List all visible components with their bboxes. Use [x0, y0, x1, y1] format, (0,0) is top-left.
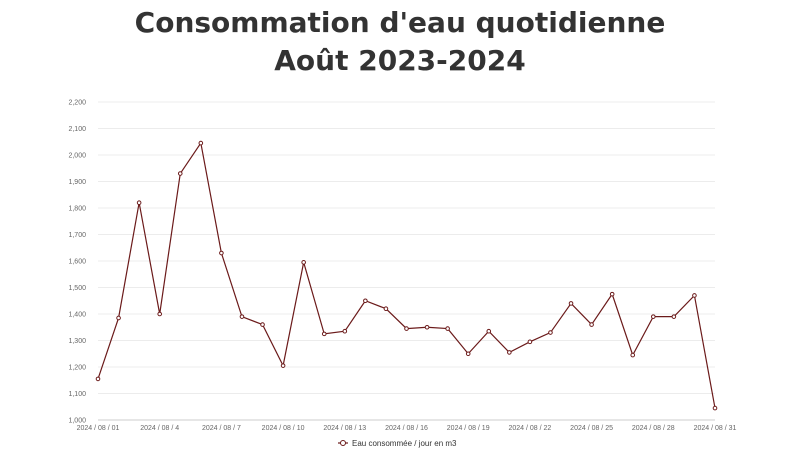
y-tick-label: 1,200	[68, 365, 86, 372]
data-point[interactable]	[712, 405, 718, 411]
data-point[interactable]	[589, 322, 594, 327]
data-point[interactable]	[486, 328, 492, 334]
y-tick-label: 2,100	[68, 126, 86, 133]
data-point[interactable]	[630, 352, 636, 358]
data-point[interactable]	[692, 293, 697, 298]
x-tick-label: 2024 / 08 / 4	[140, 425, 179, 432]
x-tick-label: 2024 / 08 / 19	[447, 425, 490, 432]
series-layer	[95, 140, 718, 411]
data-point[interactable]	[219, 250, 224, 256]
data-point[interactable]	[95, 376, 101, 382]
y-tick-label: 2,200	[68, 100, 86, 107]
data-point[interactable]	[177, 171, 183, 176]
x-tick-label: 2024 / 08 / 28	[632, 425, 675, 432]
data-point[interactable]	[136, 200, 142, 205]
y-tick-label: 1,600	[68, 259, 86, 266]
y-axis-ticks: 1,000 1,100 1,200 1,300 1,400 1,500 1,600 1,700…	[68, 100, 86, 425]
y-tick-label: 1,700	[68, 232, 86, 239]
data-point[interactable]	[301, 260, 306, 265]
legend[interactable]: Eau consommée / jour en m3	[338, 439, 457, 448]
data-point[interactable]	[424, 324, 430, 330]
data-point[interactable]	[445, 326, 450, 331]
data-point[interactable]	[548, 330, 553, 335]
x-tick-label: 2024 / 08 / 25	[570, 425, 613, 432]
data-point[interactable]	[527, 339, 533, 345]
chart-title-line-2: Août 2023-2024	[274, 44, 526, 77]
y-tick-label: 1,900	[68, 179, 86, 186]
x-tick-label: 2024 / 08 / 16	[385, 425, 428, 432]
chart-title: Consommation d'eau quotidienne Août 2023…	[0, 4, 800, 80]
x-axis-ticks: 2024 / 08 / 01 2024 / 08 / 4 2024 / 08 / 7…	[77, 425, 737, 432]
data-point[interactable]	[239, 314, 245, 319]
y-tick-label: 1,800	[68, 206, 86, 213]
y-tick-label: 1,300	[68, 338, 86, 345]
chart-title-line-1: Consommation d'eau quotidienne	[134, 6, 666, 39]
legend-label: Eau consommée / jour en m3	[352, 439, 457, 448]
data-point[interactable]	[198, 140, 204, 146]
data-point[interactable]	[404, 326, 409, 331]
data-point[interactable]	[671, 314, 677, 319]
y-tick-label: 1,500	[68, 285, 86, 292]
y-tick-label: 1,400	[68, 312, 86, 319]
y-tick-label: 1,000	[68, 418, 86, 425]
data-point[interactable]	[465, 351, 471, 357]
data-point[interactable]	[280, 363, 286, 368]
y-tick-label: 1,100	[68, 391, 86, 398]
data-point[interactable]	[321, 331, 327, 337]
x-tick-label: 2024 / 08 / 7	[202, 425, 241, 432]
y-tick-label: 2,000	[68, 153, 86, 160]
data-point[interactable]	[383, 306, 389, 312]
data-point[interactable]	[342, 328, 348, 334]
data-point[interactable]	[507, 350, 512, 355]
legend-marker	[340, 440, 346, 446]
x-tick-label: 2024 / 08 / 31	[694, 425, 737, 432]
data-point[interactable]	[116, 315, 121, 321]
data-point[interactable]	[609, 291, 615, 297]
x-tick-label: 2024 / 08 / 01	[77, 425, 120, 432]
x-tick-label: 2024 / 08 / 22	[508, 425, 551, 432]
x-tick-label: 2024 / 08 / 10	[262, 425, 305, 432]
data-point[interactable]	[157, 311, 162, 317]
series-line	[97, 141, 716, 409]
data-point[interactable]	[260, 322, 265, 327]
data-point[interactable]	[651, 314, 656, 319]
data-point[interactable]	[363, 298, 368, 304]
data-point[interactable]	[568, 301, 574, 306]
grid-lines	[98, 101, 715, 421]
x-tick-label: 2024 / 08 / 13	[323, 425, 366, 432]
